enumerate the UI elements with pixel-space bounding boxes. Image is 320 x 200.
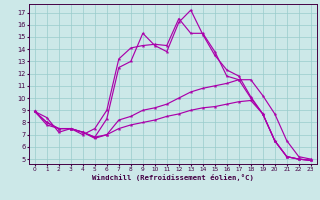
- X-axis label: Windchill (Refroidissement éolien,°C): Windchill (Refroidissement éolien,°C): [92, 174, 254, 181]
